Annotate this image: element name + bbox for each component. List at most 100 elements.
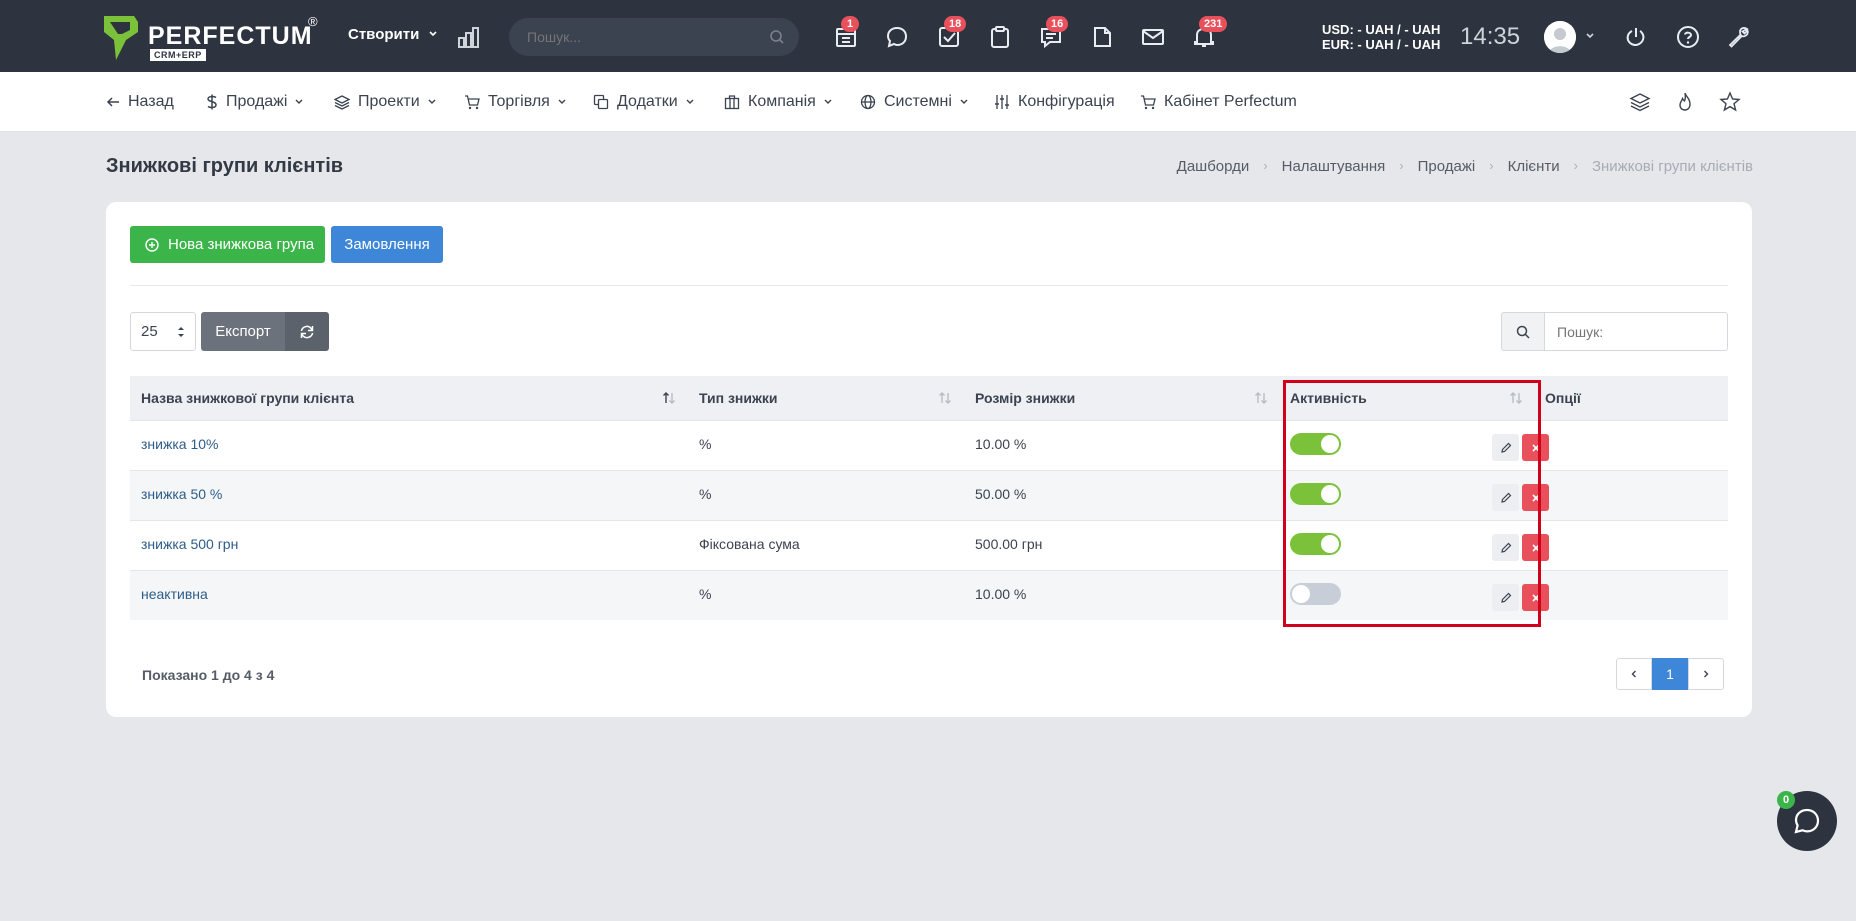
table-search-input[interactable] bbox=[1545, 312, 1728, 351]
main-nav: Назад Продажі Проекти Торгівля Додатки К… bbox=[0, 72, 1856, 132]
refresh-button[interactable] bbox=[285, 312, 329, 351]
global-search-input[interactable] bbox=[527, 27, 747, 47]
page-button-1[interactable]: 1 bbox=[1652, 658, 1688, 690]
sort-icon[interactable] bbox=[1254, 391, 1268, 405]
table-info: Показано 1 до 4 з 4 bbox=[142, 667, 275, 683]
activity-toggle[interactable] bbox=[1290, 483, 1341, 505]
sort-icon[interactable] bbox=[1509, 391, 1523, 405]
activity-toggle[interactable] bbox=[1290, 433, 1341, 455]
breadcrumb-clients[interactable]: Клієнти bbox=[1507, 158, 1560, 175]
export-button[interactable]: Експорт bbox=[201, 312, 285, 351]
nav-back[interactable]: Назад bbox=[106, 92, 174, 112]
calendar-tasks-icon[interactable]: 1 bbox=[833, 16, 859, 50]
edit-button[interactable] bbox=[1492, 584, 1519, 611]
bar-chart-icon[interactable] bbox=[456, 26, 482, 48]
edit-button[interactable] bbox=[1492, 434, 1519, 461]
col-options: Опції bbox=[1545, 390, 1581, 406]
table-header: Назва знижкової групи клієнта Тип знижки… bbox=[130, 376, 1728, 420]
nav-company[interactable]: Компанія bbox=[724, 92, 833, 112]
sort-icon[interactable] bbox=[938, 391, 952, 405]
star-icon[interactable] bbox=[1718, 90, 1742, 114]
delete-button[interactable] bbox=[1522, 434, 1549, 461]
document-icon[interactable] bbox=[1089, 24, 1115, 50]
chevron-down-icon bbox=[558, 99, 566, 104]
chevron-down-icon bbox=[824, 99, 832, 104]
mail-icon[interactable] bbox=[1140, 24, 1166, 50]
chat-widget-button[interactable]: 0 bbox=[1777, 791, 1837, 851]
global-search[interactable] bbox=[509, 18, 799, 56]
pencil-icon bbox=[1500, 592, 1511, 603]
table-search-button[interactable] bbox=[1501, 312, 1545, 351]
chevron-down-icon bbox=[428, 31, 437, 37]
breadcrumb-settings[interactable]: Налаштування bbox=[1281, 158, 1386, 175]
breadcrumb: Дашборди › Налаштування › Продажі › Кліє… bbox=[1177, 158, 1753, 175]
nav-config-label: Конфігурація bbox=[1018, 93, 1115, 110]
create-menu-button[interactable]: Створити bbox=[348, 26, 438, 43]
chat-badge: 0 bbox=[1777, 791, 1795, 809]
breadcrumb-sales[interactable]: Продажі bbox=[1417, 158, 1476, 175]
col-activity[interactable]: Активність bbox=[1290, 390, 1367, 406]
search-icon bbox=[770, 30, 784, 44]
help-icon[interactable] bbox=[1676, 25, 1700, 49]
table-row: знижка 50 % % 50.00 % bbox=[130, 470, 1728, 520]
delete-button[interactable] bbox=[1522, 584, 1549, 611]
orders-button[interactable]: Замовлення bbox=[331, 226, 443, 263]
chevron-down-icon bbox=[960, 99, 968, 104]
layers-icon[interactable] bbox=[1628, 90, 1652, 114]
power-icon[interactable] bbox=[1624, 25, 1648, 49]
chevron-left-icon bbox=[1631, 670, 1636, 678]
avatar[interactable] bbox=[1544, 21, 1576, 53]
activity-toggle[interactable] bbox=[1290, 583, 1341, 605]
col-size[interactable]: Розмір знижки bbox=[975, 390, 1076, 406]
next-page-button[interactable] bbox=[1688, 658, 1724, 690]
row-name-link[interactable]: знижка 10% bbox=[141, 436, 219, 452]
new-discount-group-button[interactable]: Нова знижкова група bbox=[130, 226, 325, 263]
col-name[interactable]: Назва знижкової групи клієнта bbox=[141, 390, 354, 406]
fire-icon[interactable] bbox=[1673, 90, 1697, 114]
chevron-down-icon[interactable] bbox=[1584, 30, 1596, 42]
pencil-icon bbox=[1500, 492, 1511, 503]
edit-button[interactable] bbox=[1492, 484, 1519, 511]
checklist-icon[interactable]: 18 bbox=[936, 16, 967, 50]
nav-config[interactable]: Конфігурація bbox=[994, 92, 1115, 112]
nav-sales[interactable]: Продажі bbox=[206, 92, 304, 112]
row-name-link[interactable]: неактивна bbox=[141, 586, 208, 602]
wrench-icon[interactable] bbox=[1727, 25, 1751, 49]
col-type[interactable]: Тип знижки bbox=[699, 390, 778, 406]
breadcrumb-dashboards[interactable]: Дашборди bbox=[1176, 158, 1250, 175]
activity-toggle[interactable] bbox=[1290, 533, 1341, 555]
arrow-left-icon bbox=[106, 97, 119, 107]
notifications-bell-icon[interactable]: 231 bbox=[1191, 16, 1228, 50]
row-type: % bbox=[699, 436, 712, 452]
row-size: 10.00 % bbox=[975, 436, 1027, 452]
page-size-select[interactable]: 25 bbox=[130, 312, 196, 351]
messages-badge: 16 bbox=[1046, 16, 1069, 32]
logo[interactable]: PERFECTUM ® CRM+ERP bbox=[104, 14, 324, 62]
layers-icon bbox=[334, 95, 350, 110]
checklist-badge: 18 bbox=[944, 16, 967, 32]
nav-cabinet[interactable]: Кабінет Perfectum bbox=[1140, 92, 1297, 112]
row-name-link[interactable]: знижка 50 % bbox=[141, 486, 223, 502]
nav-addons[interactable]: Додатки bbox=[593, 92, 695, 112]
row-name-link[interactable]: знижка 500 грн bbox=[141, 536, 239, 552]
sort-asc-icon[interactable] bbox=[662, 391, 676, 405]
toggle-knob bbox=[1321, 535, 1339, 553]
nav-projects-label: Проекти bbox=[358, 93, 420, 110]
delete-button[interactable] bbox=[1522, 534, 1549, 561]
toggle-knob bbox=[1292, 585, 1310, 603]
content-card: Нова знижкова група Замовлення 25 Експор… bbox=[106, 202, 1752, 717]
toggle-knob bbox=[1321, 435, 1339, 453]
breadcrumb-current: Знижкові групи клієнтів bbox=[1591, 158, 1753, 175]
edit-button[interactable] bbox=[1492, 534, 1519, 561]
messages-icon[interactable]: 16 bbox=[1038, 16, 1069, 50]
chat-icon[interactable] bbox=[884, 24, 910, 50]
plus-circle-icon bbox=[145, 237, 159, 252]
delete-button[interactable] bbox=[1522, 484, 1549, 511]
nav-system[interactable]: Системні bbox=[860, 92, 969, 112]
prev-page-button[interactable] bbox=[1616, 658, 1652, 690]
page-title: Знижкові групи клієнтів bbox=[106, 155, 344, 177]
clipboard-icon[interactable] bbox=[987, 24, 1013, 50]
nav-trade[interactable]: Торгівля bbox=[464, 92, 567, 112]
globe-icon bbox=[860, 94, 876, 110]
nav-projects[interactable]: Проекти bbox=[334, 92, 437, 112]
